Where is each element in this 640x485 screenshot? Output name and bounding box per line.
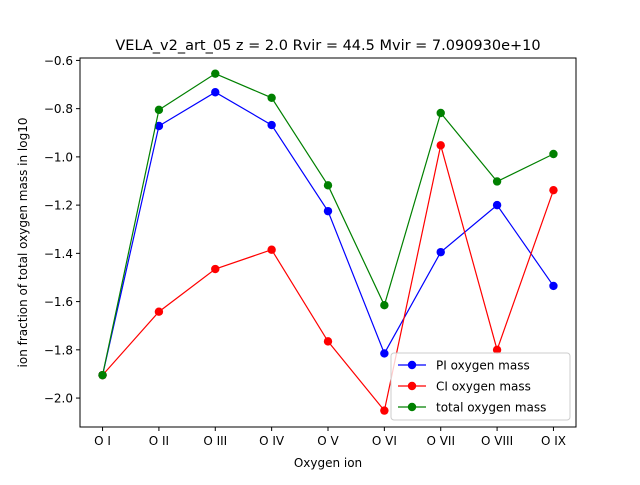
legend-marker-2 bbox=[407, 402, 417, 412]
data-point-2 bbox=[323, 181, 333, 190]
data-point-1 bbox=[549, 185, 558, 195]
x-tick-label: O VII bbox=[426, 434, 455, 448]
data-point-0 bbox=[211, 88, 220, 97]
data-point-2 bbox=[154, 105, 164, 115]
y-tick-label: −2.0 bbox=[44, 392, 73, 406]
data-point-0 bbox=[436, 247, 445, 257]
x-tick-label: O II bbox=[149, 434, 169, 448]
legend-label: total oxygen mass bbox=[436, 401, 546, 415]
data-point-1 bbox=[154, 307, 164, 316]
legend-label: PI oxygen mass bbox=[436, 359, 530, 373]
chart-title: VELA_v2_art_05 z = 2.0 Rvir = 44.5 Mvir … bbox=[115, 38, 540, 54]
x-tick-label: O VIII bbox=[481, 434, 513, 448]
data-point-1 bbox=[211, 264, 220, 274]
legend-box bbox=[390, 352, 571, 421]
legend-label: CI oxygen mass bbox=[436, 380, 531, 394]
x-axis: O I O II O III O IV O V O VI O VII O VIII O IX bbox=[94, 427, 566, 448]
data-point-1 bbox=[380, 406, 389, 415]
data-point-0 bbox=[154, 121, 164, 131]
data-point-1 bbox=[323, 337, 333, 346]
y-tick-label: −1.0 bbox=[44, 150, 73, 164]
data-point-2 bbox=[549, 149, 558, 159]
y-tick-label: −0.8 bbox=[44, 102, 73, 116]
data-point-0 bbox=[492, 200, 502, 210]
data-point-2 bbox=[267, 93, 276, 102]
data-point-2 bbox=[211, 69, 220, 78]
y-tick-label: −0.6 bbox=[44, 54, 73, 68]
y-axis: −0.6 −0.8 −1.0 −1.2 −1.4 −1.6 −1.8 −2.0 bbox=[44, 54, 80, 406]
x-tick-label: O III bbox=[203, 434, 227, 448]
data-point-2 bbox=[380, 301, 389, 310]
x-tick-label: O IV bbox=[259, 434, 285, 448]
data-point-1 bbox=[436, 141, 445, 150]
y-tick-label: −1.8 bbox=[44, 343, 73, 357]
legend-marker-1 bbox=[407, 381, 417, 391]
data-point-0 bbox=[549, 281, 558, 291]
data-point-1 bbox=[267, 245, 276, 254]
series-line-0 bbox=[101, 91, 554, 376]
data-point-0 bbox=[323, 206, 333, 216]
data-point-2 bbox=[98, 370, 107, 380]
data-point-2 bbox=[492, 177, 502, 186]
x-tick-label: O I bbox=[94, 434, 111, 448]
y-axis-label: ion fraction of total oxygen mass in log… bbox=[16, 118, 30, 368]
y-tick-label: −1.6 bbox=[44, 295, 73, 309]
x-axis-label: Oxygen ion bbox=[294, 456, 362, 470]
x-tick-label: O IX bbox=[541, 434, 566, 448]
legend: PI oxygen mass CI oxygen mass total oxygen… bbox=[390, 352, 571, 421]
y-tick-label: −1.4 bbox=[44, 247, 73, 261]
data-point-0 bbox=[267, 120, 276, 130]
data-point-2 bbox=[436, 108, 445, 118]
x-tick-label: O VI bbox=[372, 434, 397, 448]
plot-area bbox=[98, 69, 558, 415]
data-point-0 bbox=[380, 349, 389, 358]
data-point-1 bbox=[492, 345, 502, 355]
y-tick-label: −1.2 bbox=[44, 199, 73, 213]
legend-marker-0 bbox=[407, 360, 417, 370]
x-tick-label: O V bbox=[317, 434, 339, 448]
